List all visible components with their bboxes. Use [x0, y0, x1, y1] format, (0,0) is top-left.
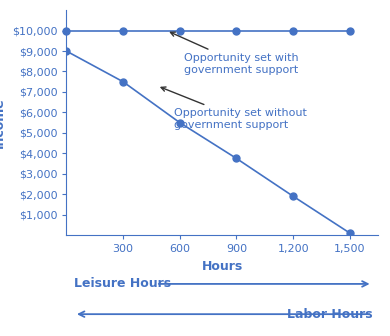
X-axis label: Hours: Hours — [202, 260, 243, 273]
Text: Labor Hours: Labor Hours — [287, 308, 372, 321]
Text: Opportunity set with
government support: Opportunity set with government support — [170, 32, 298, 75]
Y-axis label: Income: Income — [0, 97, 6, 148]
Text: Opportunity set without
government support: Opportunity set without government suppo… — [161, 87, 307, 130]
Text: Leisure Hours: Leisure Hours — [74, 278, 171, 290]
